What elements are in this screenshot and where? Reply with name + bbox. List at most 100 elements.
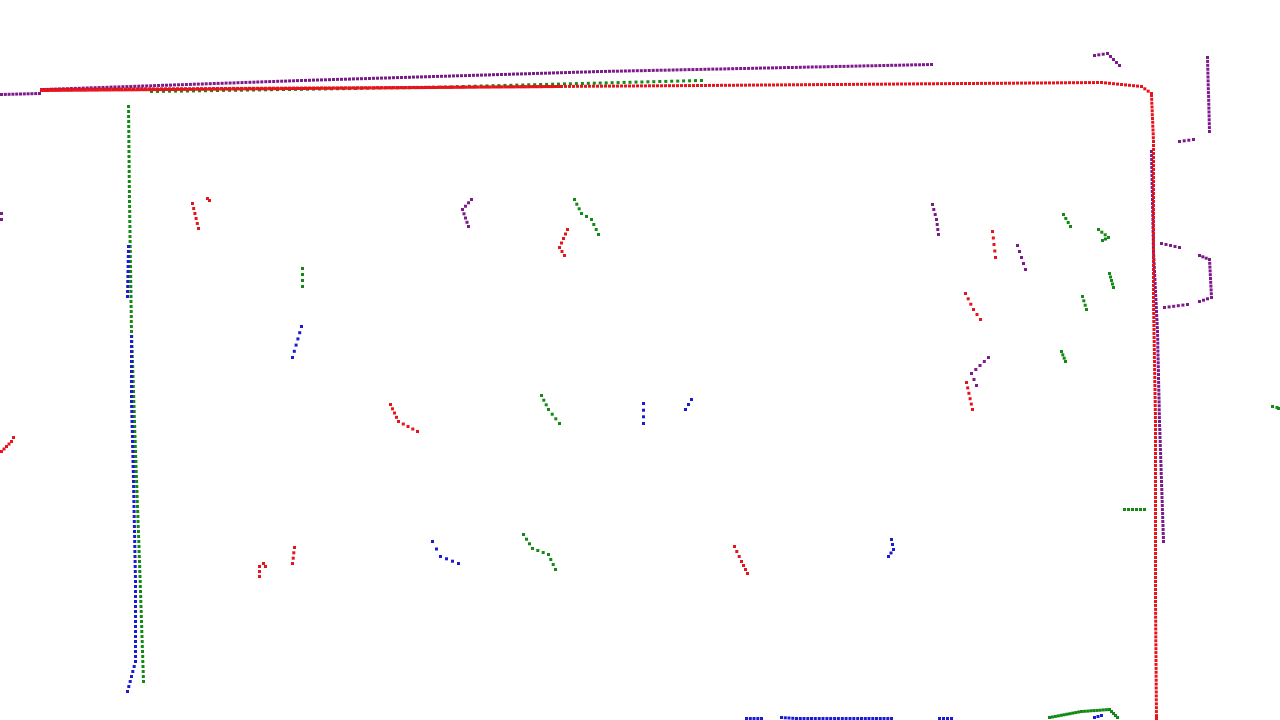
- scan-point: [1154, 662, 1158, 666]
- scan-point: [132, 410, 136, 413]
- scan-point: [1024, 81, 1027, 85]
- scan-point: [1152, 184, 1155, 187]
- scan-point: [129, 88, 133, 92]
- scan-point: [131, 385, 135, 388]
- scan-segment-red: [206, 197, 211, 202]
- scan-point: [194, 217, 198, 220]
- scan-point: [291, 562, 294, 565]
- scan-point: [131, 670, 135, 673]
- scan-point: [938, 717, 941, 720]
- scan-point: [936, 228, 940, 231]
- scan-point: [1154, 635, 1158, 639]
- scan-point: [992, 243, 996, 246]
- scan-point: [335, 86, 339, 90]
- scan-point: [431, 540, 434, 543]
- scan-point: [516, 72, 519, 76]
- scan-point: [1086, 709, 1090, 713]
- scan-point: [1152, 264, 1155, 267]
- scan-point: [288, 87, 291, 91]
- scan-point: [1093, 716, 1096, 719]
- scan-segment-green: [540, 394, 561, 425]
- scan-point: [848, 717, 852, 720]
- scan-point: [320, 78, 323, 82]
- scan-point: [389, 403, 392, 406]
- scan-point: [220, 81, 224, 85]
- scan-point: [49, 88, 52, 92]
- scan-point: [1154, 516, 1157, 519]
- scan-point: [1206, 71, 1210, 75]
- scan-point: [153, 84, 157, 88]
- scan-point: [132, 525, 136, 528]
- scan-point: [1151, 242, 1155, 245]
- scan-point: [628, 80, 632, 84]
- scan-point: [547, 553, 550, 556]
- scan-point: [694, 79, 697, 83]
- scan-point: [1150, 194, 1154, 197]
- scan-point: [78, 88, 82, 92]
- scan-point: [988, 81, 991, 85]
- scan-point: [1072, 81, 1075, 85]
- scan-point: [10, 440, 13, 443]
- scan-point: [73, 86, 77, 90]
- scan-point: [1150, 101, 1154, 105]
- scan-point: [1008, 81, 1011, 85]
- scan-point: [1154, 512, 1157, 515]
- scan-point: [132, 500, 136, 503]
- scan-point: [1108, 272, 1111, 275]
- scan-point: [664, 79, 668, 83]
- scan-point: [1127, 508, 1130, 511]
- scan-point: [129, 275, 133, 278]
- scan-point: [1150, 154, 1154, 157]
- scan-point: [1156, 365, 1160, 369]
- scan-point: [580, 84, 583, 88]
- scan-point: [1062, 356, 1066, 360]
- scan-point: [1100, 714, 1103, 717]
- scan-point: [1150, 178, 1154, 181]
- scan-point: [222, 87, 226, 91]
- scan-point: [130, 435, 134, 438]
- scan-point: [130, 420, 134, 423]
- scan-point: [928, 82, 931, 86]
- scan-point: [619, 69, 623, 73]
- scan-point: [868, 82, 871, 86]
- scan-point: [127, 170, 131, 173]
- scan-point: [130, 385, 133, 388]
- scan-point: [615, 69, 619, 73]
- scan-point: [667, 68, 671, 72]
- scan-point: [525, 537, 528, 541]
- scan-point: [1076, 81, 1079, 85]
- scan-point: [808, 83, 811, 87]
- scan-point: [1157, 384, 1161, 388]
- scan-point: [457, 562, 460, 565]
- scan-point: [1065, 712, 1069, 716]
- scan-point: [1154, 500, 1157, 503]
- scan-point: [592, 223, 596, 226]
- scan-point: [126, 295, 129, 298]
- scan-point: [491, 85, 495, 89]
- scan-point: [133, 555, 137, 558]
- scan-point: [134, 470, 138, 473]
- scan-point: [123, 88, 127, 92]
- scan-point: [149, 84, 153, 88]
- scan-point: [1120, 83, 1123, 86]
- scan-point: [137, 535, 141, 538]
- scan-point: [81, 86, 85, 90]
- scan-point: [428, 86, 432, 89]
- scan-point: [1154, 706, 1158, 710]
- scan-point: [1092, 709, 1096, 713]
- scan-point: [786, 66, 790, 69]
- scan-point: [126, 690, 129, 693]
- scan-point: [1201, 255, 1205, 259]
- scan-point: [188, 82, 192, 86]
- scan-layer-blue: [126, 245, 1103, 720]
- scan-point: [684, 408, 687, 411]
- scan-point: [967, 391, 971, 395]
- scan-point: [700, 79, 703, 82]
- scan-point: [1198, 300, 1201, 303]
- scan-point: [1154, 674, 1158, 678]
- scan-point: [145, 84, 149, 88]
- scan-point: [470, 198, 473, 201]
- scan-point: [1154, 690, 1158, 694]
- scan-point: [554, 417, 558, 421]
- scan-point: [497, 85, 501, 89]
